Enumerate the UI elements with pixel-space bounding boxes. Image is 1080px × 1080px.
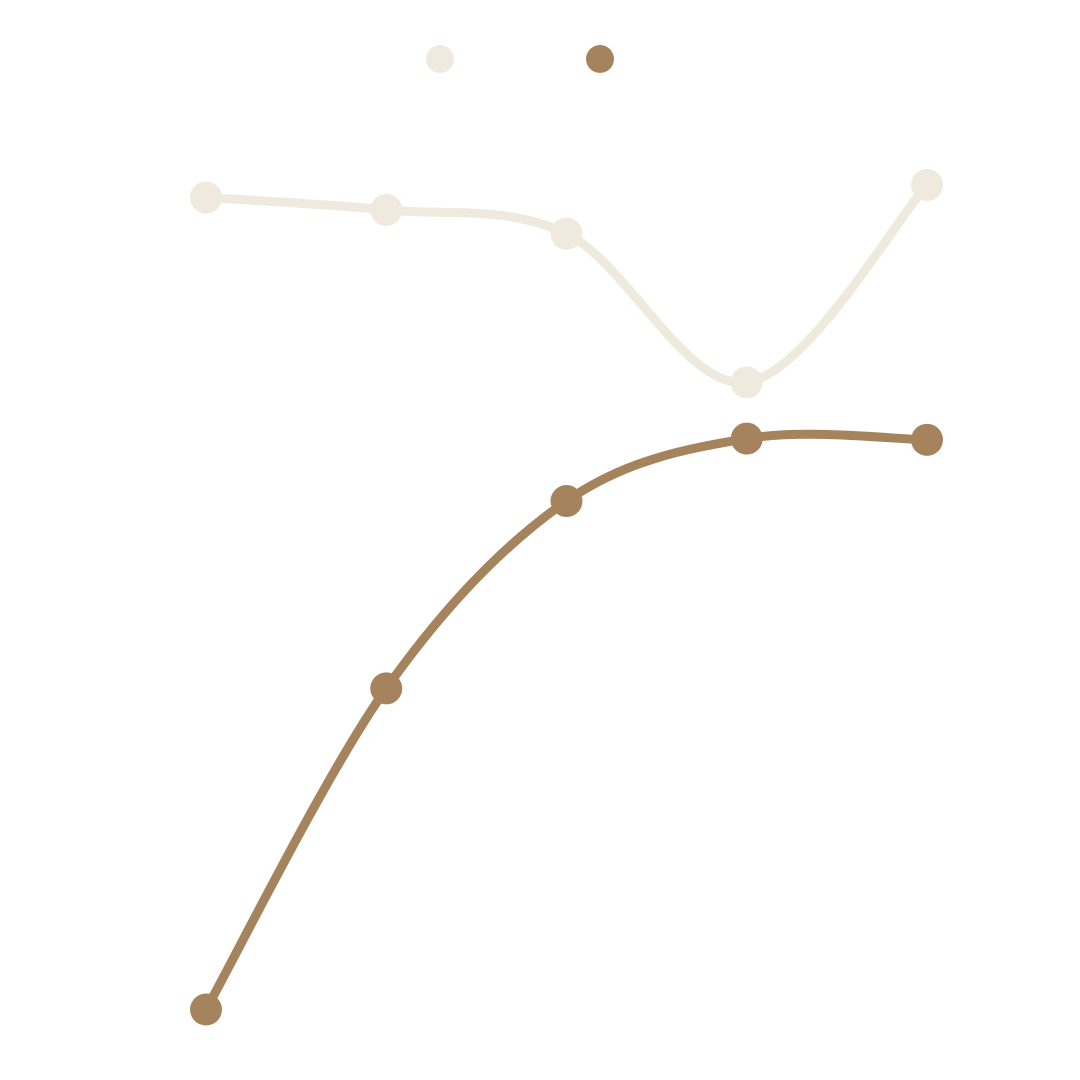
- data-point-2-1: [190, 993, 222, 1026]
- data-point-1-4: [730, 366, 763, 399]
- series-2: [190, 422, 943, 1026]
- data-point-1-2: [370, 193, 403, 226]
- data-point-1-1: [190, 181, 222, 214]
- legend: [426, 45, 614, 73]
- data-point-2-4: [730, 422, 763, 455]
- legend-marker-1: [426, 45, 454, 73]
- data-point-2-2: [370, 672, 403, 705]
- data-point-1-3: [550, 217, 583, 250]
- series-line-1: [201, 180, 932, 387]
- data-point-2-5: [911, 423, 943, 456]
- data-point-1-5: [911, 168, 943, 201]
- series-line-2: [201, 429, 932, 1015]
- series-1: [190, 168, 943, 399]
- legend-marker-2: [586, 45, 614, 73]
- data-point-2-3: [550, 485, 583, 518]
